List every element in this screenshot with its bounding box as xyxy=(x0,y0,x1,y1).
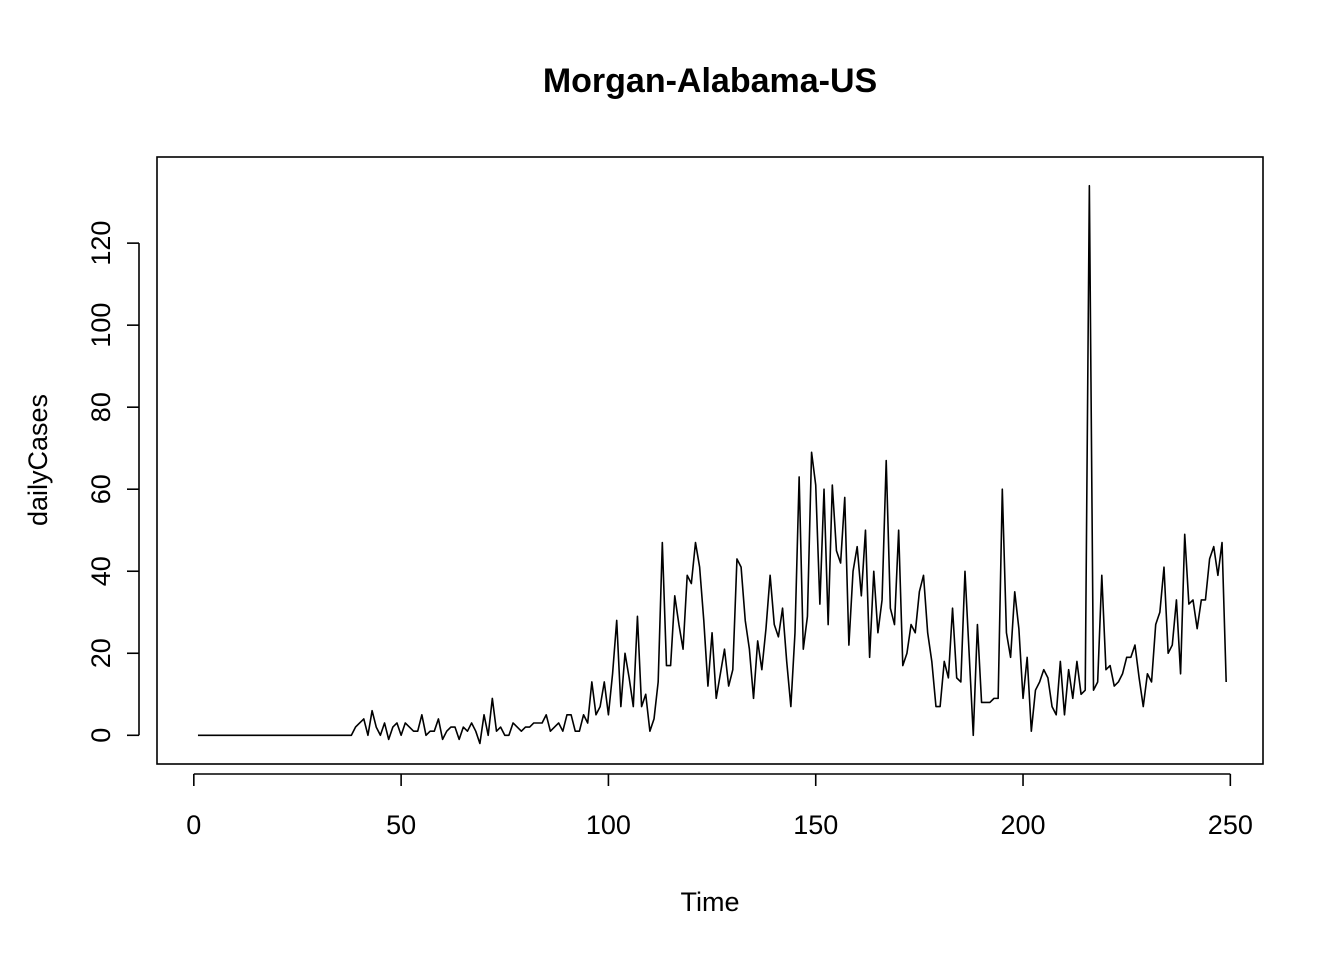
x-tick-label: 50 xyxy=(386,810,416,840)
x-axis: 0 50 100 150 200 250 xyxy=(186,773,1253,840)
x-tick-label: 250 xyxy=(1208,810,1253,840)
y-tick-label: 100 xyxy=(86,303,116,348)
y-tick-label: 80 xyxy=(86,392,116,422)
x-tick-label: 100 xyxy=(586,810,631,840)
y-axis-label: dailyCases xyxy=(23,394,53,526)
y-tick-label: 40 xyxy=(86,556,116,586)
y-tick-label: 0 xyxy=(86,728,116,743)
x-tick-label: 0 xyxy=(186,810,201,840)
chart-title: Morgan-Alabama-US xyxy=(543,62,877,100)
x-tick-label: 200 xyxy=(1000,810,1045,840)
y-tick-label: 60 xyxy=(86,474,116,504)
series-line xyxy=(197,184,1227,745)
plot-frame xyxy=(156,156,1264,765)
x-axis-label: Time xyxy=(681,887,740,917)
y-axis: 0 20 40 60 80 100 120 xyxy=(86,221,140,743)
y-tick-label: 20 xyxy=(86,638,116,668)
y-tick-label: 120 xyxy=(86,221,116,266)
x-tick-label: 150 xyxy=(793,810,838,840)
